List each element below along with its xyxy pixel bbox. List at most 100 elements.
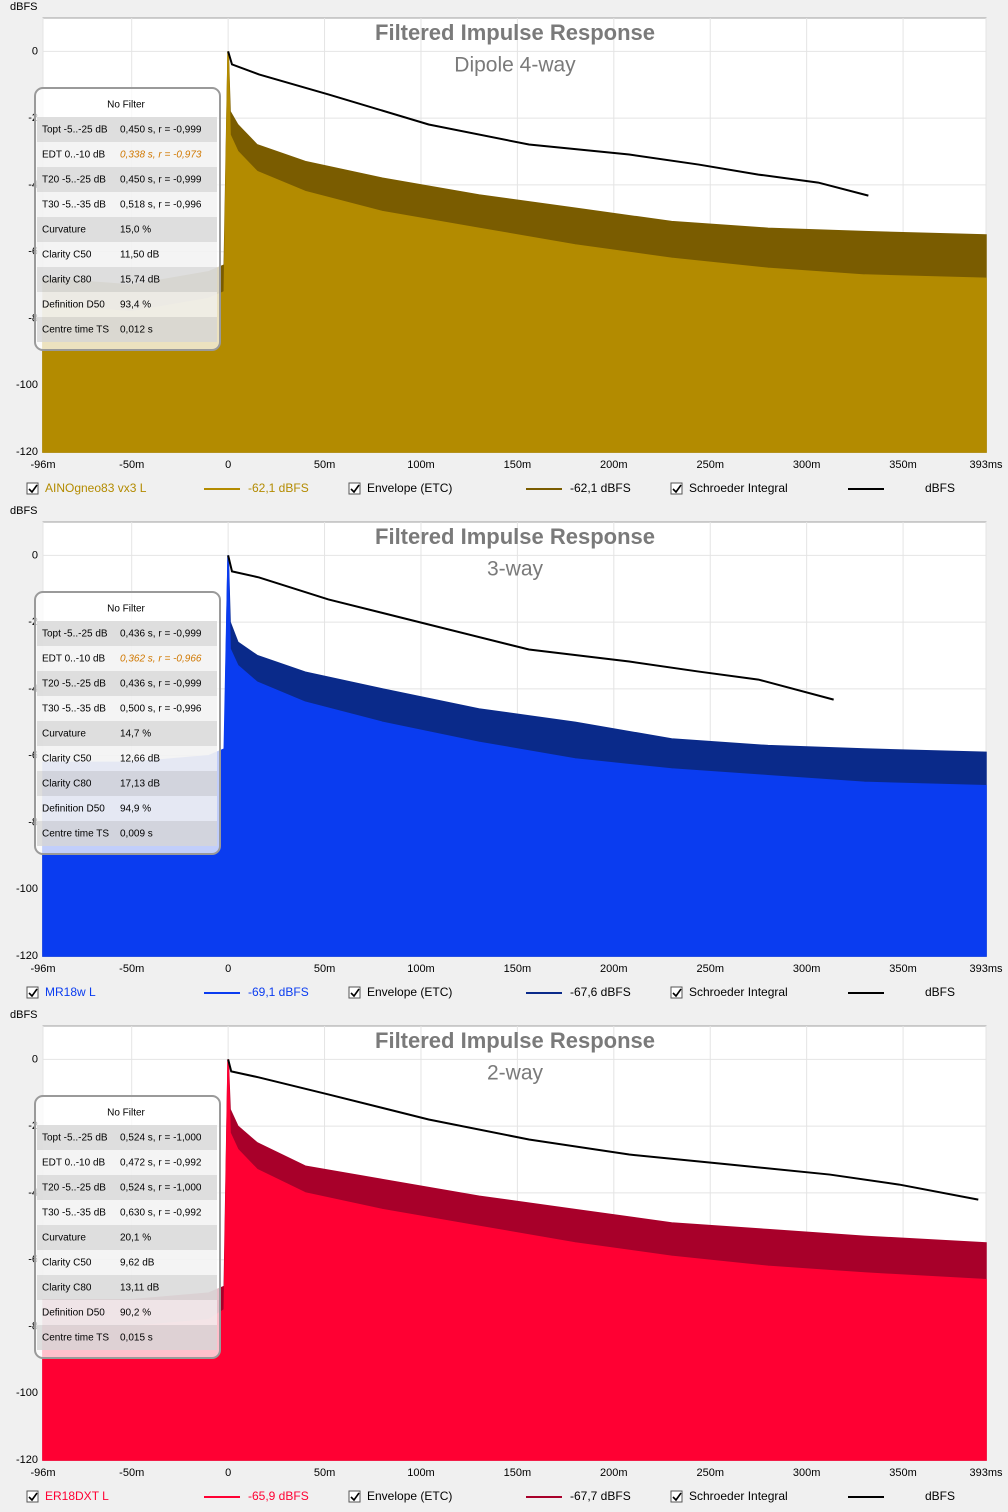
x-tick-label: 50m bbox=[314, 1467, 335, 1479]
y-axis-label: dBFS bbox=[10, 1, 38, 13]
info-label: EDT 0..-10 dB bbox=[42, 654, 106, 665]
info-value: 0,472 s, r = -0,992 bbox=[120, 1158, 202, 1169]
x-tick-label: 200m bbox=[600, 963, 628, 975]
x-tick-label: -50m bbox=[119, 1467, 144, 1479]
y-tick-label: 0 bbox=[32, 549, 38, 561]
info-value: 0,630 s, r = -0,992 bbox=[120, 1208, 202, 1219]
checkbox[interactable] bbox=[348, 482, 361, 495]
info-label: Curvature bbox=[42, 1233, 86, 1244]
legend-readout: -67,7 dBFS bbox=[570, 1489, 631, 1503]
info-label: Clarity C50 bbox=[42, 1258, 92, 1269]
info-value: 0,009 s bbox=[120, 829, 153, 840]
info-row bbox=[37, 1300, 217, 1325]
y-tick-label: -100 bbox=[16, 379, 38, 391]
info-row bbox=[37, 317, 217, 342]
y-tick-label: -100 bbox=[16, 883, 38, 895]
info-value: 0,450 s, r = -0,999 bbox=[120, 125, 202, 136]
legend-readout: dBFS bbox=[925, 1489, 955, 1503]
x-tick-label: 0 bbox=[225, 1467, 231, 1479]
y-tick-label: -120 bbox=[16, 446, 38, 458]
checkbox[interactable] bbox=[670, 1490, 683, 1503]
info-row bbox=[37, 1325, 217, 1350]
info-value: 14,7 % bbox=[120, 729, 151, 740]
legend-readout: -69,1 dBFS bbox=[248, 985, 309, 999]
chart-panel: dBFS 0 -2 -4 -6 -8 -100 -120-96m -50m 0 50m 100m 150… bbox=[10, 1, 1003, 495]
legend-readout: -65,9 dBFS bbox=[248, 1489, 309, 1503]
y-tick-label: 0 bbox=[32, 1053, 38, 1065]
y-axis-label: dBFS bbox=[10, 505, 38, 517]
info-label: Centre time TS bbox=[42, 829, 109, 840]
info-row bbox=[37, 646, 217, 671]
y-tick-label: -2 bbox=[28, 616, 38, 628]
checkbox[interactable] bbox=[348, 1490, 361, 1503]
legend-name: Schroeder Integral bbox=[689, 985, 788, 999]
checkbox[interactable] bbox=[670, 986, 683, 999]
legend-name: Envelope (ETC) bbox=[367, 1489, 452, 1503]
info-row bbox=[37, 167, 217, 192]
x-tick-label: 350m bbox=[889, 1467, 917, 1479]
x-tick-label: 150m bbox=[504, 1467, 532, 1479]
info-label: Topt -5..-25 dB bbox=[42, 1133, 108, 1144]
x-tick-label: 250m bbox=[696, 459, 724, 471]
info-label: T30 -5..-35 dB bbox=[42, 200, 106, 211]
info-label: Definition D50 bbox=[42, 1308, 105, 1319]
info-row bbox=[37, 142, 217, 167]
info-row bbox=[37, 1150, 217, 1175]
legend-name: MR18w L bbox=[45, 985, 96, 999]
info-row bbox=[37, 267, 217, 292]
info-row bbox=[37, 696, 217, 721]
info-value: 11,50 dB bbox=[120, 250, 160, 261]
info-value: 0,362 s, r = -0,966 bbox=[120, 654, 202, 665]
x-tick-label: 300m bbox=[793, 1467, 821, 1479]
x-tick-label: 250m bbox=[696, 1467, 724, 1479]
info-label: Centre time TS bbox=[42, 325, 109, 336]
legend-name: Schroeder Integral bbox=[689, 1489, 788, 1503]
x-tick-label: 150m bbox=[504, 459, 532, 471]
checkbox[interactable] bbox=[26, 482, 39, 495]
legend-readout: dBFS bbox=[925, 985, 955, 999]
info-label: Definition D50 bbox=[42, 804, 105, 815]
x-tick-label: 393ms bbox=[969, 459, 1003, 471]
checkbox[interactable] bbox=[670, 482, 683, 495]
info-value: 0,338 s, r = -0,973 bbox=[120, 150, 202, 161]
checkbox[interactable] bbox=[348, 986, 361, 999]
legend-readout: -62,1 dBFS bbox=[248, 481, 309, 495]
legend-name: Envelope (ETC) bbox=[367, 481, 452, 495]
checkbox[interactable] bbox=[26, 1490, 39, 1503]
info-row bbox=[37, 621, 217, 646]
info-row bbox=[37, 721, 217, 746]
chart-title: Filtered Impulse Response bbox=[375, 20, 655, 45]
y-tick-label: -120 bbox=[16, 1454, 38, 1466]
info-value: 12,66 dB bbox=[120, 754, 160, 765]
legend-name: Envelope (ETC) bbox=[367, 985, 452, 999]
y-tick-label: -100 bbox=[16, 1387, 38, 1399]
x-tick-label: 250m bbox=[696, 963, 724, 975]
info-value: 0,524 s, r = -1,000 bbox=[120, 1133, 202, 1144]
x-tick-label: 393ms bbox=[969, 963, 1003, 975]
info-label: Topt -5..-25 dB bbox=[42, 629, 108, 640]
y-tick-label: -6 bbox=[28, 750, 38, 762]
checkbox[interactable] bbox=[26, 986, 39, 999]
info-label: EDT 0..-10 dB bbox=[42, 150, 106, 161]
info-value: 90,2 % bbox=[120, 1308, 151, 1319]
line bbox=[227, 1059, 979, 1201]
info-value: 13,11 dB bbox=[120, 1283, 160, 1294]
checkmark bbox=[350, 988, 360, 998]
x-tick-label: 350m bbox=[889, 459, 917, 471]
x-tick-label: -50m bbox=[119, 963, 144, 975]
info-row bbox=[37, 1275, 217, 1300]
chart-panel: dBFS 0 -2 -4 -6 -8 -100 -120-96m -50m 0 50m 100m 150… bbox=[10, 1009, 1003, 1503]
info-row bbox=[37, 821, 217, 846]
legend-readout: -67,6 dBFS bbox=[570, 985, 631, 999]
checkmark bbox=[672, 988, 682, 998]
info-row bbox=[37, 1250, 217, 1275]
chart-title: Filtered Impulse Response bbox=[375, 1028, 655, 1053]
x-tick-label: 0 bbox=[225, 459, 231, 471]
info-row bbox=[37, 771, 217, 796]
y-tick-label: -6 bbox=[28, 1254, 38, 1266]
x-tick-label: -96m bbox=[30, 459, 55, 471]
info-label: Curvature bbox=[42, 729, 86, 740]
info-label: T30 -5..-35 dB bbox=[42, 1208, 106, 1219]
info-value: 0,436 s, r = -0,999 bbox=[120, 629, 202, 640]
